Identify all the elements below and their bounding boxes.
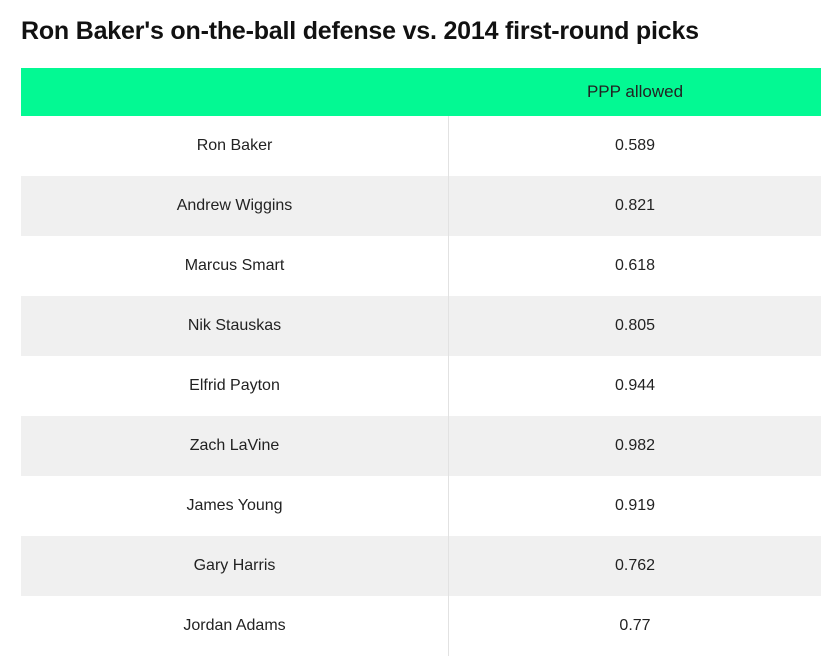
player-name-cell: Ron Baker (21, 116, 449, 176)
table-row: Nik Stauskas 0.805 (21, 296, 821, 356)
ppp-value-cell: 0.919 (614, 497, 656, 514)
ppp-value-cell: 0.821 (614, 197, 656, 214)
player-name-cell: Elfrid Payton (21, 356, 449, 416)
ppp-value-cell: 0.944 (614, 377, 656, 394)
player-name-cell: Marcus Smart (21, 236, 449, 296)
ppp-value-cell: 0.982 (614, 437, 656, 454)
chart-title: Ron Baker's on-the-ball defense vs. 2014… (21, 17, 699, 45)
table-row: Gary Harris 0.762 (21, 536, 821, 596)
table-row: Ron Baker 0.589 (21, 116, 821, 176)
ppp-value-cell: 0.805 (614, 317, 656, 334)
table-body: Ron Baker 0.589 Andrew Wiggins 0.821 Marcus … (21, 116, 821, 656)
ppp-value-cell: 0.77 (619, 617, 651, 634)
table-row: Elfrid Payton 0.944 (21, 356, 821, 416)
ppp-value-cell: 0.762 (614, 557, 656, 574)
player-name-cell: Zach LaVine (21, 416, 449, 476)
table-row: Marcus Smart 0.618 (21, 236, 821, 296)
player-name-cell: Nik Stauskas (21, 296, 449, 356)
table-row: Zach LaVine 0.982 (21, 416, 821, 476)
player-name-cell: James Young (21, 476, 449, 536)
header-player (21, 68, 449, 116)
table-header-row: PPP allowed (21, 68, 821, 116)
data-table: PPP allowed Ron Baker 0.589 Andrew Wiggins… (21, 68, 821, 656)
player-name-cell: Jordan Adams (21, 596, 449, 656)
ppp-value-cell: 0.618 (614, 257, 656, 274)
table-row: Jordan Adams 0.77 (21, 596, 821, 656)
player-name-cell: Andrew Wiggins (21, 176, 449, 236)
table-row: James Young 0.919 (21, 476, 821, 536)
player-name-cell: Gary Harris (21, 536, 449, 596)
ppp-value-cell: 0.589 (614, 137, 656, 154)
table-row: Andrew Wiggins 0.821 (21, 176, 821, 236)
header-ppp-allowed: PPP allowed (586, 82, 684, 101)
